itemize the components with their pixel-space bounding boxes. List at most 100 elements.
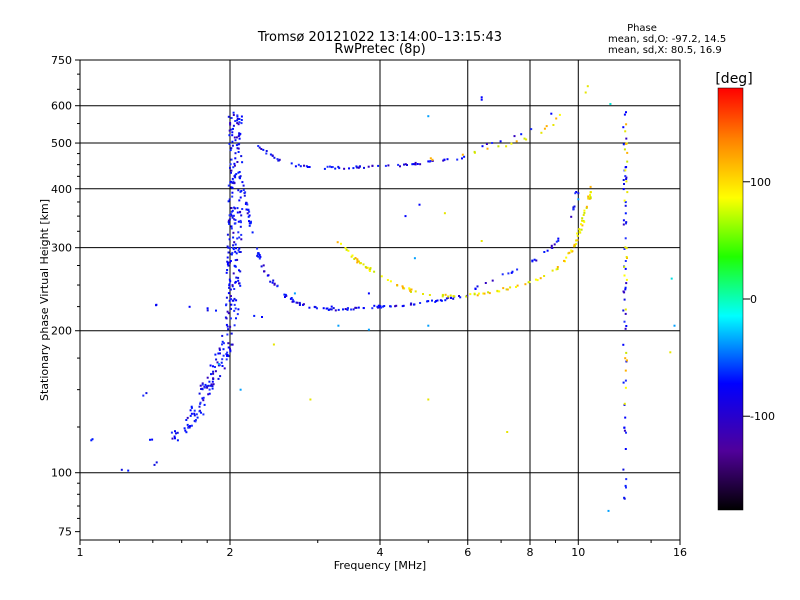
data-point: [231, 177, 234, 180]
data-point: [228, 299, 231, 302]
data-point: [625, 137, 628, 140]
data-point: [201, 397, 204, 400]
data-point: [234, 152, 237, 155]
data-point: [266, 274, 269, 277]
data-point: [523, 137, 526, 140]
data-point: [199, 401, 202, 404]
data-point: [625, 256, 628, 258]
data-point: [230, 295, 232, 298]
data-point: [355, 306, 358, 309]
data-point: [356, 166, 359, 169]
data-point: [395, 304, 398, 307]
data-point: [578, 230, 581, 233]
data-point: [578, 228, 581, 231]
data-point: [327, 309, 330, 311]
data-point: [189, 409, 192, 412]
data-point: [625, 431, 627, 434]
data-point: [515, 286, 517, 288]
data-point: [246, 212, 249, 215]
data-point: [173, 435, 176, 438]
data-point: [231, 343, 234, 346]
data-point: [256, 254, 259, 257]
data-point: [624, 484, 627, 487]
data-point: [505, 145, 508, 148]
data-point: [185, 431, 188, 434]
data-point: [419, 163, 422, 166]
data-point: [211, 385, 214, 388]
data-point: [232, 236, 235, 239]
data-point: [246, 203, 249, 206]
data-point: [436, 299, 439, 302]
data-point: [260, 148, 263, 150]
data-point: [351, 254, 354, 257]
data-point: [176, 439, 179, 442]
data-point: [482, 292, 485, 295]
data-point: [227, 312, 230, 315]
data-point: [153, 463, 156, 466]
data-point: [568, 251, 571, 254]
data-point: [208, 380, 211, 383]
data-point: [175, 432, 177, 435]
data-point: [196, 416, 199, 419]
data-point: [258, 146, 261, 149]
data-point: [444, 293, 447, 296]
data-point: [231, 181, 234, 184]
data-point: [229, 166, 231, 169]
data-point: [491, 279, 494, 282]
data-point: [223, 367, 226, 370]
data-point: [227, 328, 230, 331]
data-point: [199, 402, 202, 405]
data-point: [353, 258, 356, 260]
data-point: [155, 303, 158, 306]
data-point: [211, 380, 214, 383]
data-point: [368, 270, 371, 272]
data-point: [176, 431, 179, 434]
data-point: [205, 385, 208, 388]
data-point: [235, 144, 238, 147]
data-point: [230, 227, 233, 230]
data-point: [215, 309, 217, 312]
data-point: [516, 268, 519, 271]
data-point: [329, 308, 332, 311]
data-point: [389, 280, 392, 283]
data-point: [227, 200, 230, 203]
data-point: [272, 343, 275, 346]
data-point: [219, 352, 221, 355]
data-point: [583, 220, 586, 223]
data-point: [487, 291, 490, 294]
data-point: [190, 412, 193, 415]
data-point: [669, 351, 672, 354]
data-point: [550, 246, 553, 249]
data-point: [203, 386, 206, 389]
data-point: [622, 343, 625, 346]
data-point: [625, 221, 628, 224]
data-point: [226, 256, 229, 259]
data-point: [624, 386, 627, 389]
data-point: [587, 195, 590, 198]
data-point: [226, 310, 229, 313]
data-point: [625, 282, 628, 285]
data-points: [90, 85, 676, 512]
data-point: [431, 158, 434, 161]
data-point: [413, 257, 416, 260]
data-point: [238, 251, 241, 253]
data-point: [237, 147, 240, 150]
data-point: [376, 305, 379, 308]
data-point: [239, 284, 242, 287]
data-point: [373, 304, 376, 307]
data-point: [171, 437, 174, 440]
data-point: [373, 270, 376, 273]
data-point: [210, 373, 212, 376]
data-point: [574, 192, 577, 195]
data-point: [366, 266, 369, 269]
data-point: [247, 208, 250, 211]
data-point: [377, 304, 380, 307]
data-point: [272, 279, 275, 282]
data-point: [293, 292, 296, 295]
data-point: [347, 249, 350, 252]
data-point: [271, 154, 274, 157]
data-point: [394, 305, 397, 308]
data-point: [91, 438, 94, 441]
data-point: [142, 394, 145, 397]
data-point: [362, 307, 365, 310]
